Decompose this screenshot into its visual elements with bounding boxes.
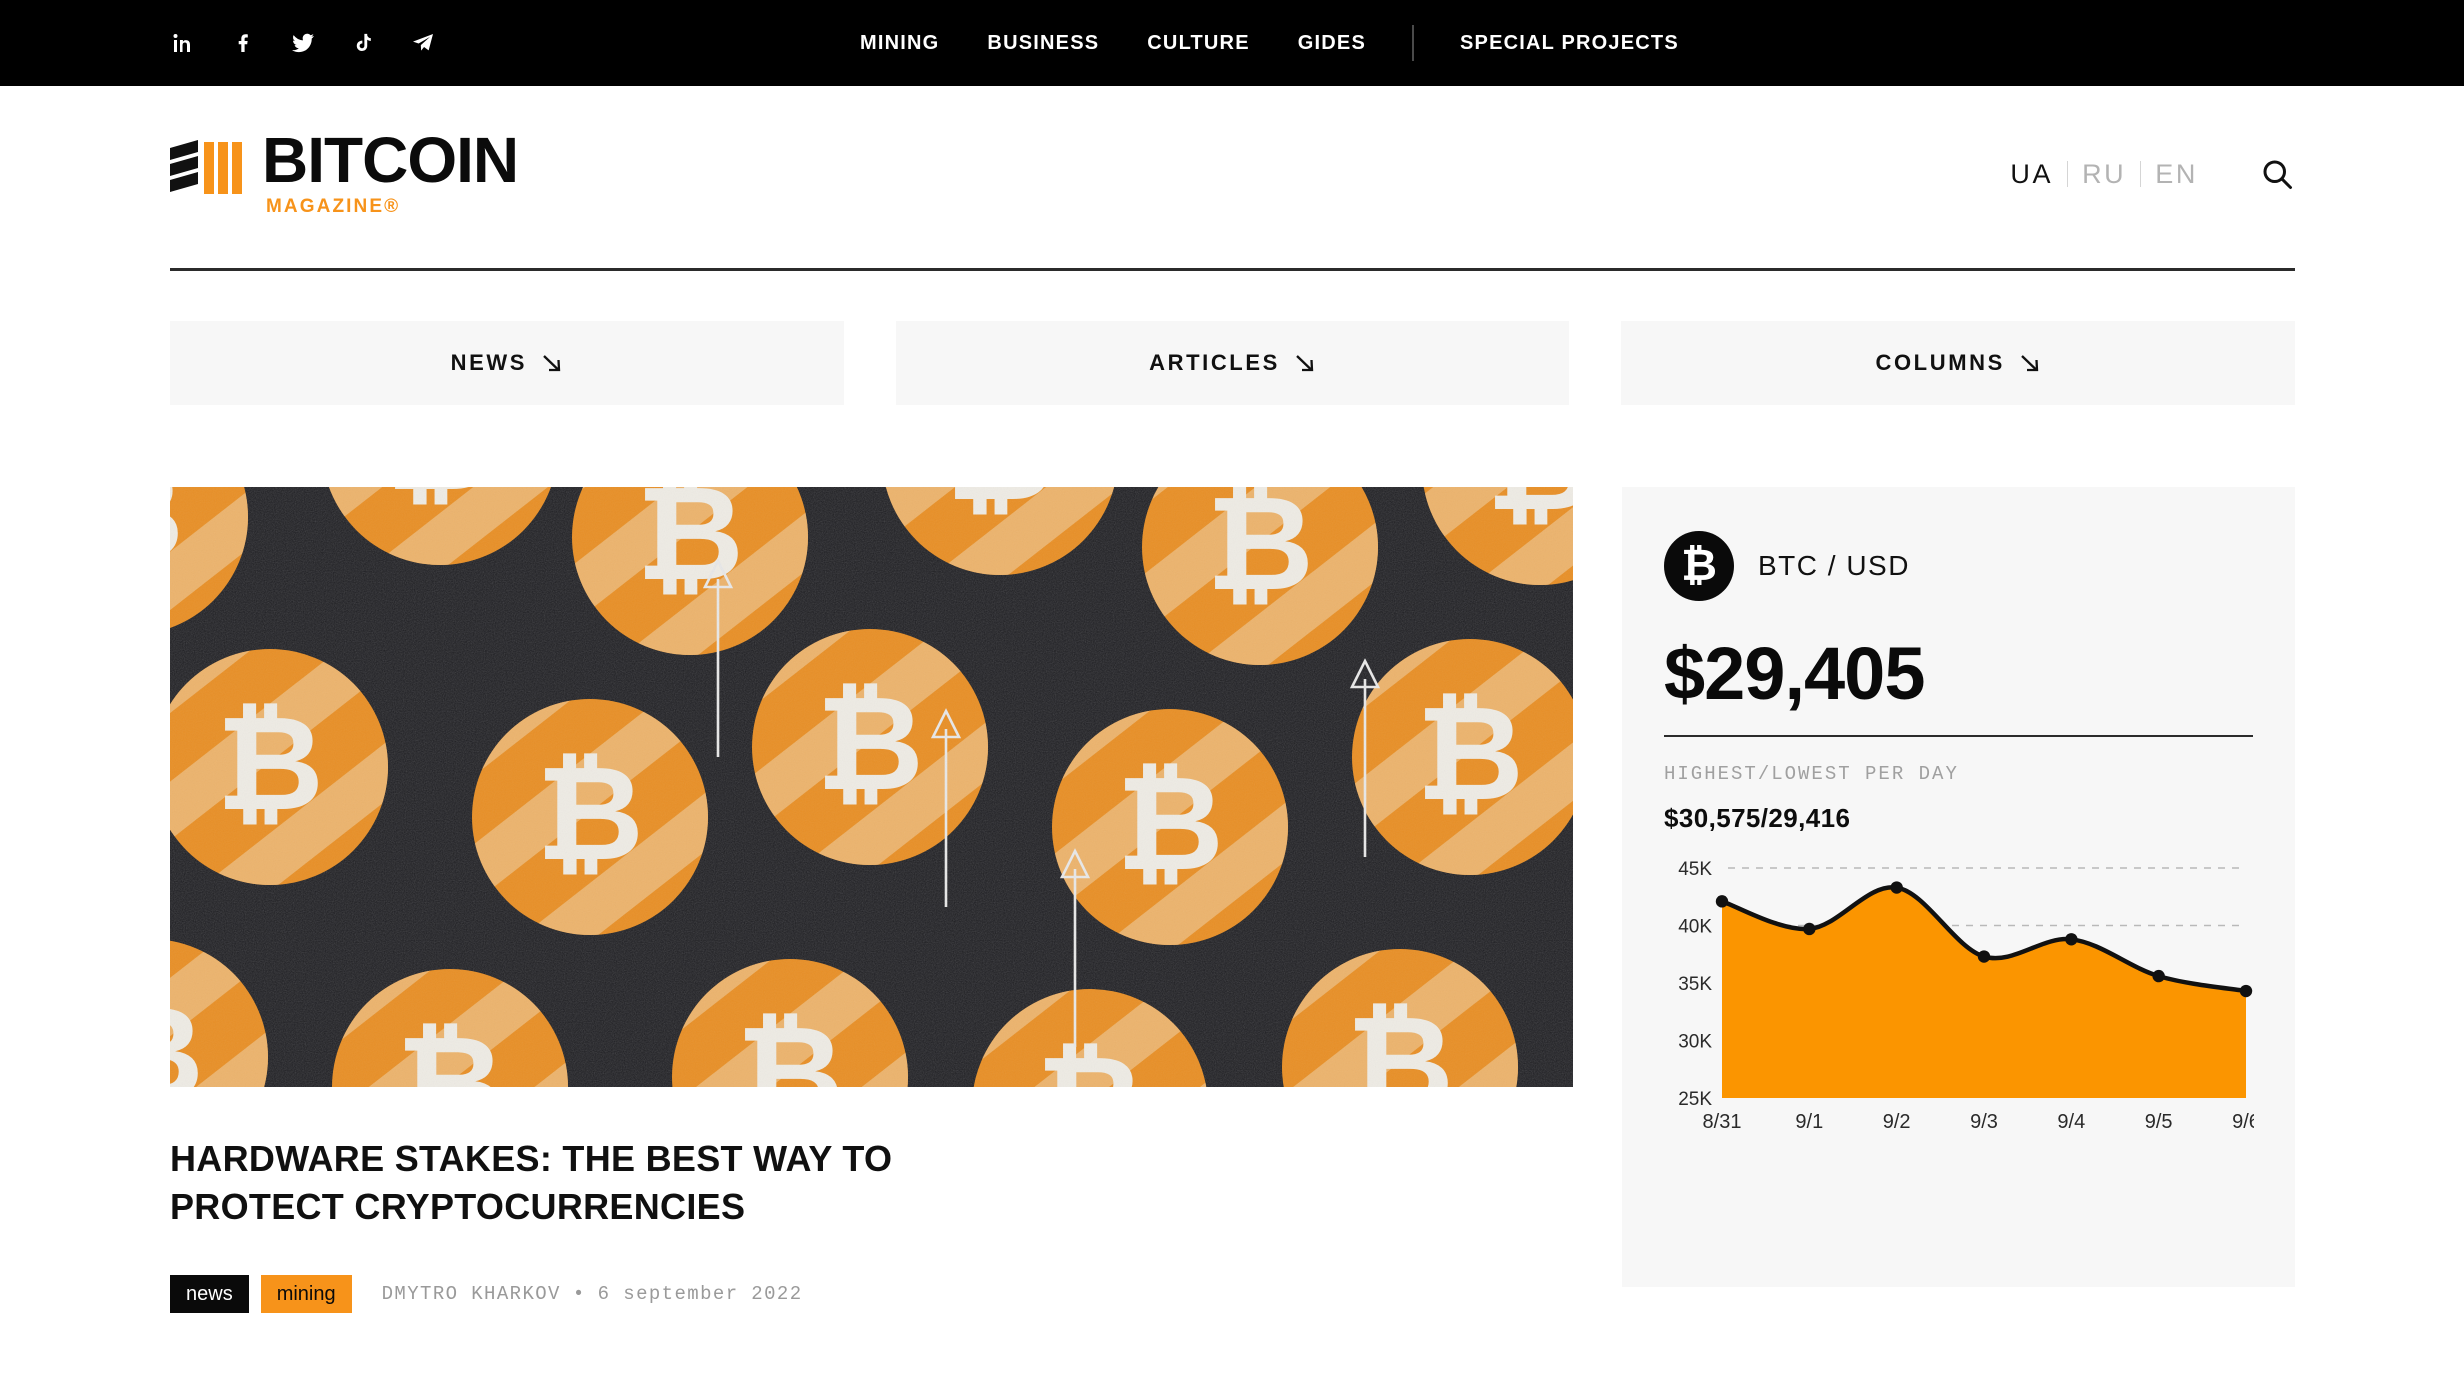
top-nav-item-gides[interactable]: GIDES [1297,31,1366,54]
currency-pair-label: BTC / USD [1758,550,1910,581]
lang-ru[interactable]: RU [2082,158,2127,189]
tab-articles-label: ARTICLES [1149,350,1280,375]
svg-text:25K: 25K [1678,1089,1712,1110]
bitcoin-magazine-logo-icon [168,134,244,202]
svg-text:30K: 30K [1678,1032,1712,1053]
high-low-value: $30,575/29,416 [1664,803,1851,833]
tab-news[interactable]: NEWS [170,321,844,405]
twitter-icon[interactable] [286,26,320,60]
section-tabs: NEWS ARTICLES COLUMNS [170,321,2296,405]
meta-separator: • [572,1283,586,1306]
top-nav-divider [1412,25,1414,61]
svg-text:9/4: 9/4 [2057,1111,2085,1133]
article-date: 6 september 2022 [597,1283,803,1306]
arrow-down-right-icon [541,352,563,374]
linkedin-icon[interactable] [166,26,200,60]
article-meta: news mining DMYTRO KHARKOV • 6 september… [170,1275,1573,1314]
tag-news[interactable]: news [170,1275,249,1314]
svg-text:45K: 45K [1678,859,1712,880]
logo-subtitle: MAGAZINE® [266,195,401,217]
tab-news-label: NEWS [450,350,528,375]
svg-text:9/5: 9/5 [2145,1111,2173,1133]
tag-mining[interactable]: mining [260,1275,352,1314]
btc-price-chart[interactable]: 25K 30K 35K 40K 45K 8/31 9/1 9/2 9/3 9/4 9/5 9/6 [1664,858,2260,1143]
btc-price-value: $29,405 [1664,632,1926,715]
logo-wordmark: BITCOIN [262,124,519,197]
lang-divider [2067,161,2069,187]
tiktok-icon[interactable] [346,26,380,60]
top-nav-item-business[interactable]: BUSINESS [987,31,1100,54]
top-nav: MINING BUSINESS CULTURE GIDES SPECIAL PR… [836,25,1703,61]
svg-text:9/3: 9/3 [1970,1111,1998,1133]
tab-columns-label: COLUMNS [1875,350,2005,375]
arrow-down-right-icon [1294,352,1316,374]
btc-price-widget: ₿ BTC / USD $29,405 HIGHEST/LOWEST PER D… [1622,487,2295,1287]
top-nav-item-culture[interactable]: CULTURE [1147,31,1250,54]
svg-text:9/6: 9/6 [2232,1111,2254,1133]
svg-text:8/31: 8/31 [1703,1111,1742,1133]
language-switcher: UA RU EN [1996,159,2212,190]
tab-columns[interactable]: COLUMNS [1621,321,2296,405]
bitcoin-icon: ₿ [1664,531,1734,601]
lang-divider [2140,161,2142,187]
site-logo[interactable]: BITCOIN MAGAZINE® [168,124,519,217]
arrow-down-right-icon [2019,352,2041,374]
top-nav-item-mining[interactable]: MINING [860,31,940,54]
widget-header: ₿ BTC / USD [1664,531,2253,601]
top-nav-item-special-projects[interactable]: SPECIAL PROJECTS [1460,31,1679,54]
widget-divider [1664,735,2253,737]
search-icon[interactable] [2256,153,2298,195]
header-right: UA RU EN [1996,153,2298,195]
article-headline[interactable]: HARDWARE STAKES: THE BEST WAY TO PROTECT… [170,1138,893,1228]
article-author: DMYTRO KHARKOV [381,1283,561,1306]
svg-text:40K: 40K [1678,917,1712,938]
site-header: BITCOIN MAGAZINE® UA RU EN [0,86,2464,262]
tab-articles[interactable]: ARTICLES [895,321,1570,405]
svg-text:9/1: 9/1 [1795,1111,1823,1133]
svg-text:9/2: 9/2 [1883,1111,1911,1133]
header-divider [170,268,2295,271]
social-links [166,26,440,60]
facebook-icon[interactable] [226,26,260,60]
lang-ua[interactable]: UA [2010,158,2054,189]
featured-article: ₿ [170,487,1573,1314]
svg-text:35K: 35K [1678,974,1712,995]
article-hero-image[interactable]: ₿ [170,487,1573,1087]
lang-en[interactable]: EN [2155,158,2198,189]
top-bar: MINING BUSINESS CULTURE GIDES SPECIAL PR… [0,0,2464,86]
high-low-label: HIGHEST/LOWEST PER DAY [1664,763,1959,785]
telegram-icon[interactable] [406,26,440,60]
